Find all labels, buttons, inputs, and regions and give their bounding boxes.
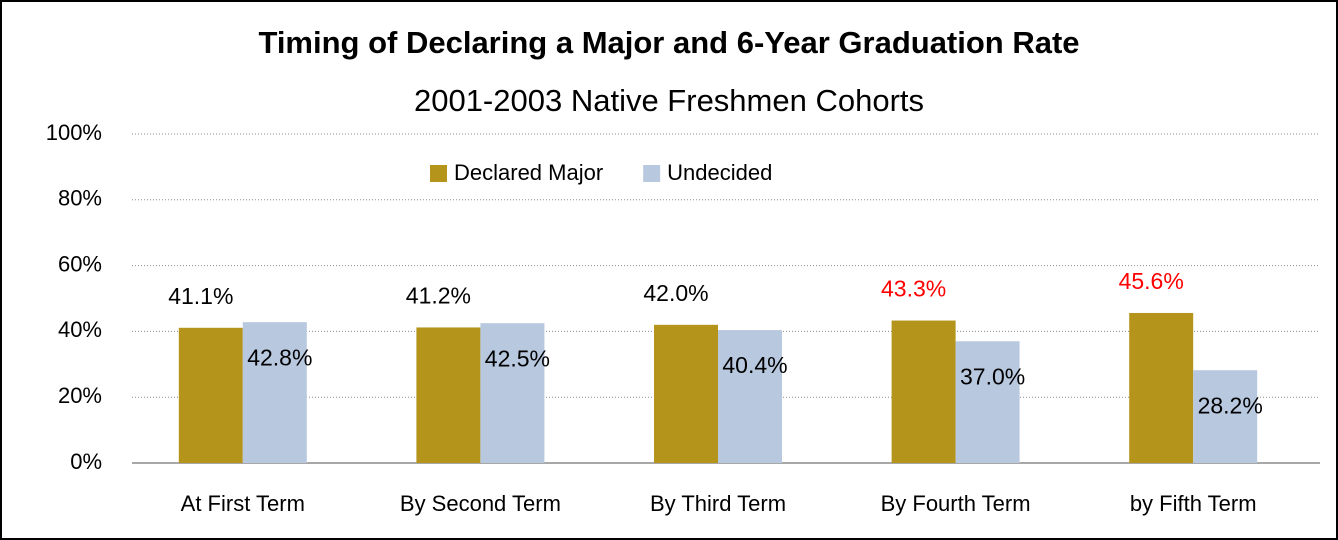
legend-swatch	[643, 165, 661, 182]
bar	[955, 341, 1020, 463]
y-tick-label: 80%	[58, 186, 102, 211]
chart-title: Timing of Declaring a Major and 6-Year G…	[258, 25, 1079, 60]
y-tick-label: 0%	[70, 449, 102, 474]
y-tick-label: 20%	[58, 383, 102, 408]
bar	[178, 327, 243, 463]
bar	[891, 320, 956, 463]
bar	[480, 323, 545, 463]
x-tick-label: By Fourth Term	[881, 491, 1031, 516]
y-tick-label: 40%	[58, 317, 102, 342]
legend-swatch	[430, 165, 447, 182]
value-label: 41.2%	[406, 283, 471, 309]
bar	[654, 324, 718, 463]
legend-label: Undecided	[667, 160, 772, 185]
bar	[1193, 370, 1258, 463]
x-tick-label: At First Term	[181, 491, 305, 516]
chart-subtitle: 2001-2003 Native Freshmen Cohorts	[414, 83, 924, 118]
x-tick-label: By Third Term	[650, 491, 786, 516]
value-label: 28.2%	[1198, 392, 1263, 418]
x-tick-label: by Fifth Term	[1130, 491, 1257, 516]
value-label: 42.5%	[485, 345, 550, 371]
value-label: 43.3%	[881, 276, 946, 302]
y-tick-label: 100%	[46, 120, 102, 145]
bar	[416, 327, 481, 463]
y-tick-label: 60%	[58, 251, 102, 276]
value-label: 42.8%	[247, 344, 312, 370]
legend-label: Declared Major	[454, 160, 603, 185]
x-tick-label: By Second Term	[400, 491, 561, 516]
value-label: 42.0%	[643, 280, 708, 306]
bar	[242, 322, 307, 463]
value-label: 37.0%	[960, 363, 1025, 389]
value-label: 41.1%	[168, 283, 233, 309]
value-label: 40.4%	[722, 352, 787, 378]
bar	[718, 330, 782, 463]
bar	[1129, 312, 1194, 463]
value-label: 45.6%	[1119, 268, 1184, 294]
